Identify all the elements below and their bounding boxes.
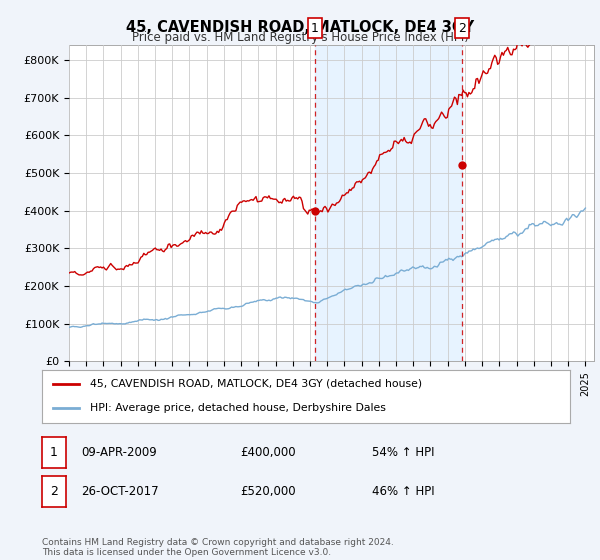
Text: 09-APR-2009: 09-APR-2009	[81, 446, 157, 459]
Text: £400,000: £400,000	[240, 446, 296, 459]
Text: £520,000: £520,000	[240, 485, 296, 498]
Text: 1: 1	[50, 446, 58, 459]
Text: HPI: Average price, detached house, Derbyshire Dales: HPI: Average price, detached house, Derb…	[89, 403, 385, 413]
Text: 46% ↑ HPI: 46% ↑ HPI	[372, 485, 434, 498]
Text: 45, CAVENDISH ROAD, MATLOCK, DE4 3GY (detached house): 45, CAVENDISH ROAD, MATLOCK, DE4 3GY (de…	[89, 379, 422, 389]
Text: 54% ↑ HPI: 54% ↑ HPI	[372, 446, 434, 459]
Text: 1: 1	[311, 21, 319, 35]
Text: Price paid vs. HM Land Registry's House Price Index (HPI): Price paid vs. HM Land Registry's House …	[131, 31, 469, 44]
Text: Contains HM Land Registry data © Crown copyright and database right 2024.
This d: Contains HM Land Registry data © Crown c…	[42, 538, 394, 557]
Bar	[314, 45, 462, 361]
Text: 2: 2	[458, 21, 466, 35]
Text: 2: 2	[50, 485, 58, 498]
Text: 26-OCT-2017: 26-OCT-2017	[81, 485, 158, 498]
Text: 45, CAVENDISH ROAD, MATLOCK, DE4 3GY: 45, CAVENDISH ROAD, MATLOCK, DE4 3GY	[126, 20, 474, 35]
